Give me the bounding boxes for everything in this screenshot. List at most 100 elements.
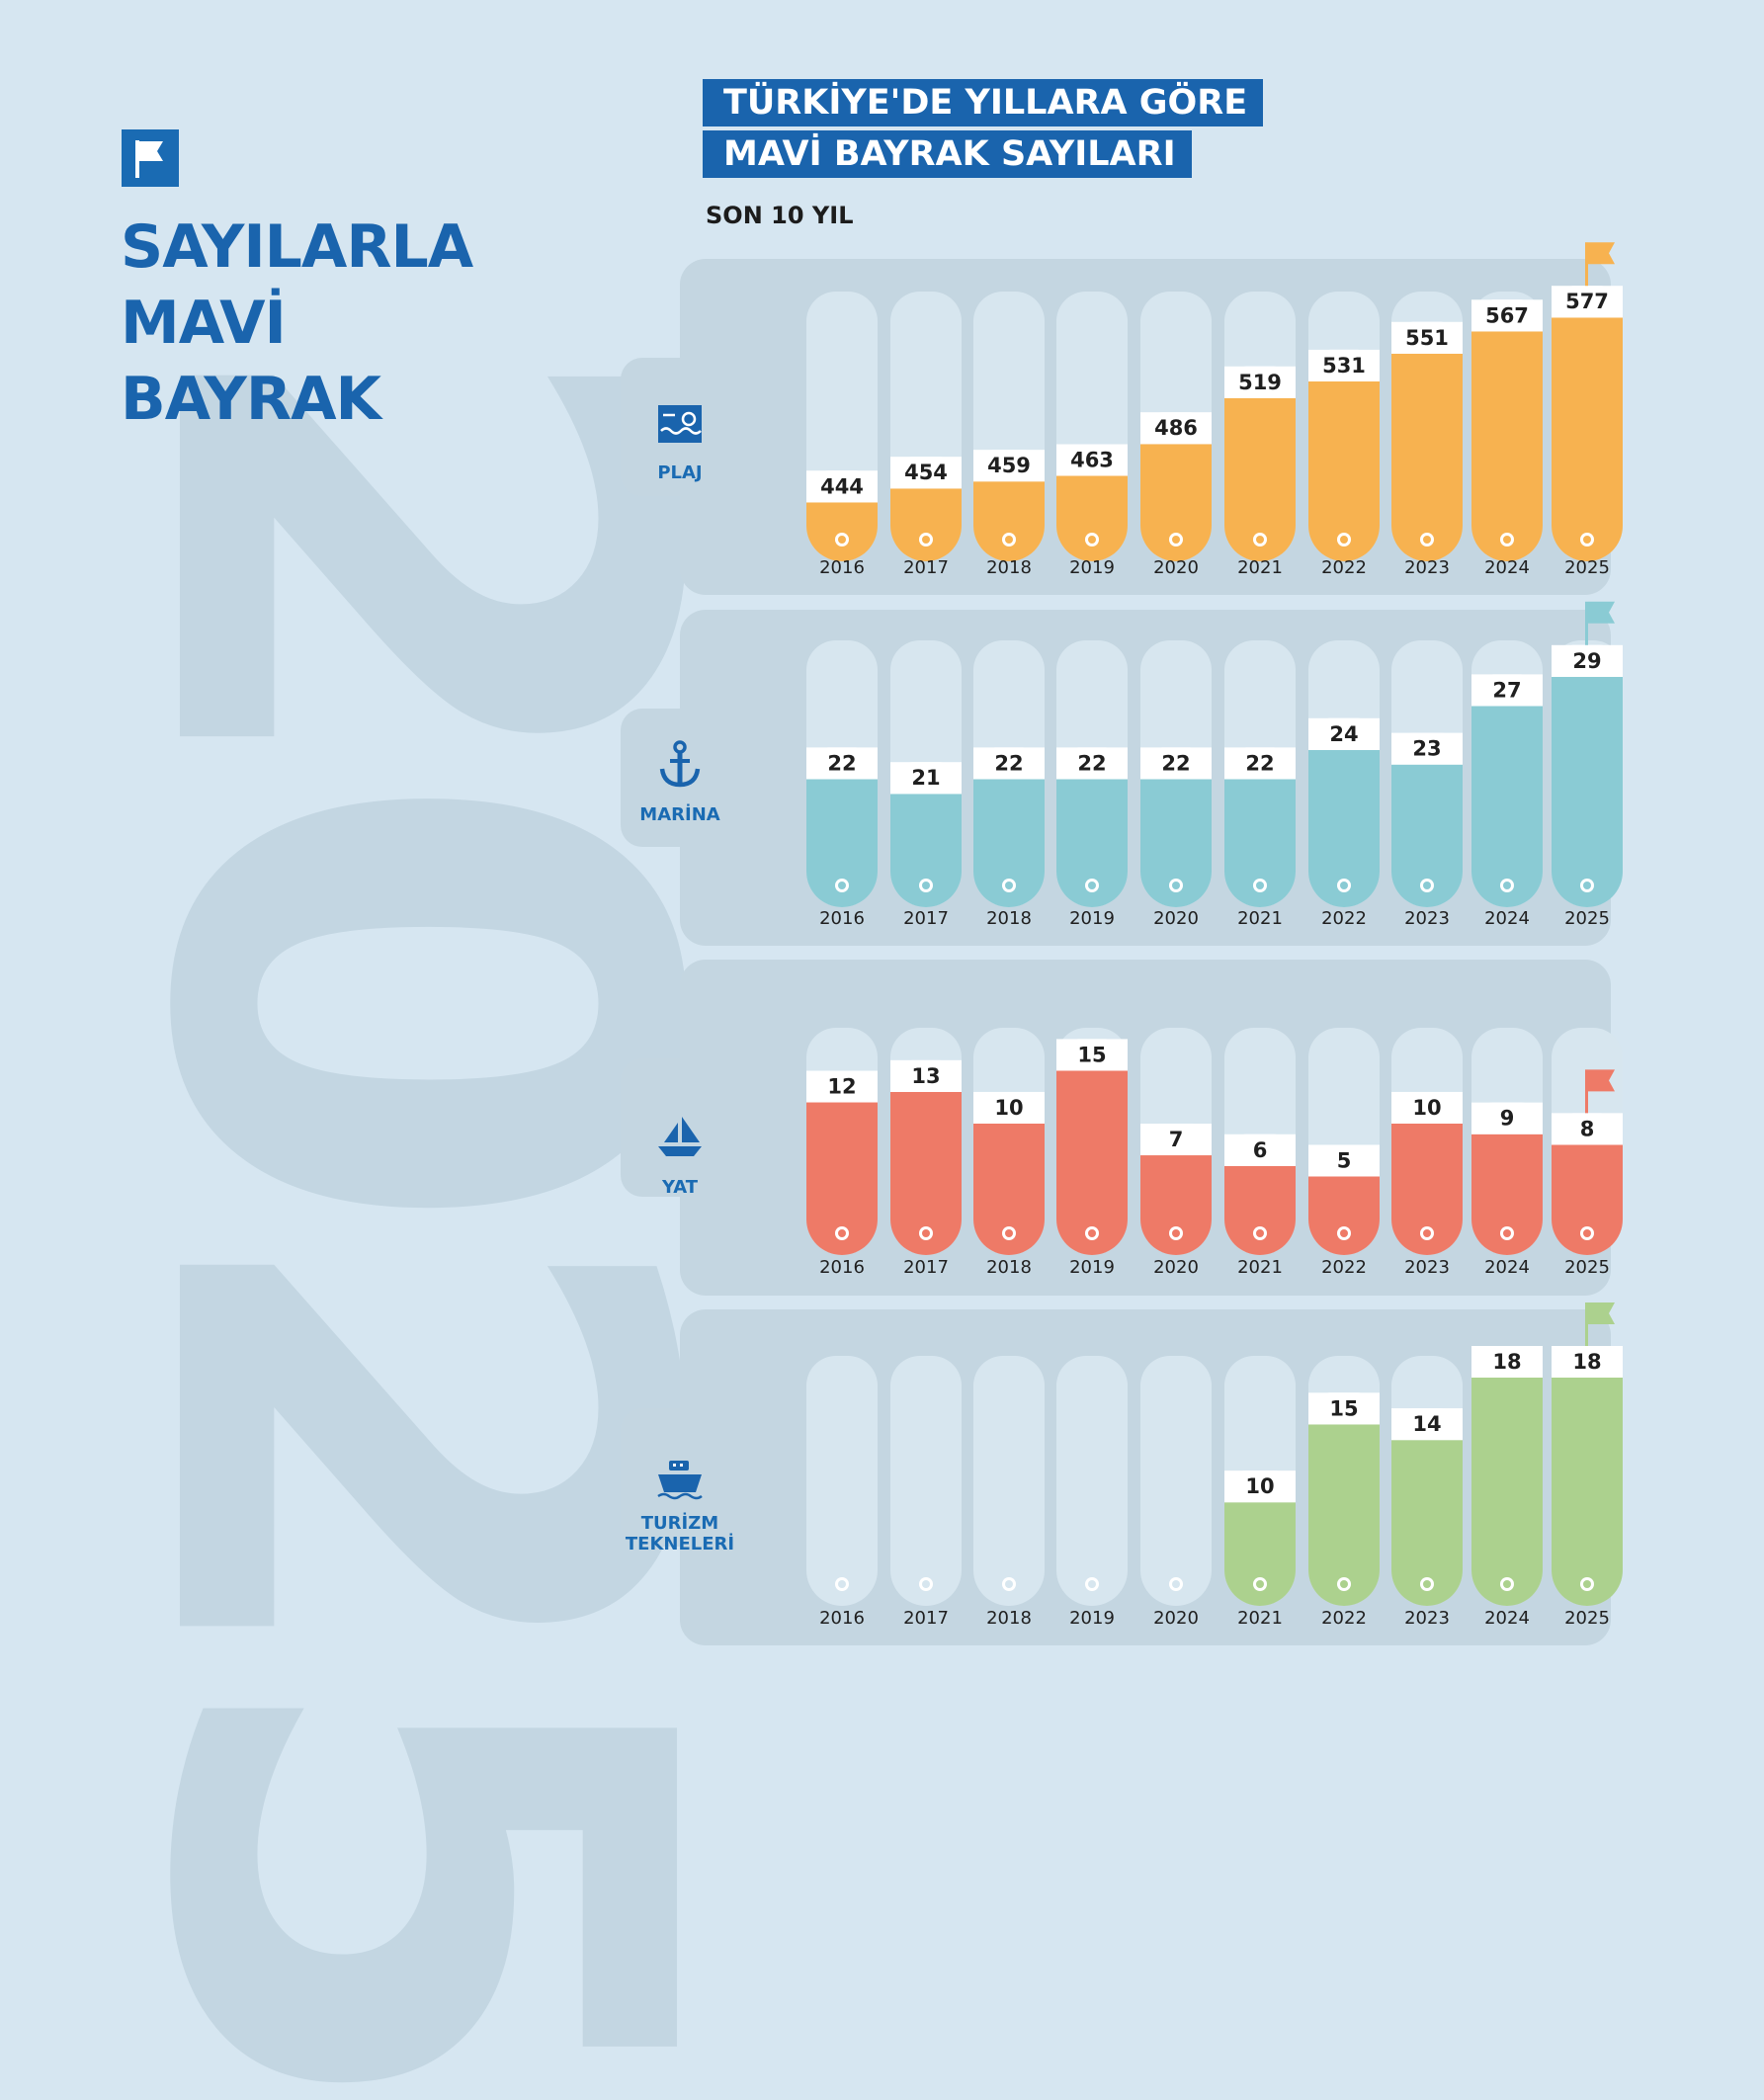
year-tick-label: 2024 xyxy=(1484,1257,1530,1278)
bar-dot xyxy=(1088,1229,1096,1237)
bar-group: 27 2024 xyxy=(1471,640,1543,929)
anchor-icon xyxy=(659,740,701,788)
bar-label-bg xyxy=(1471,674,1543,707)
flag-marker-icon xyxy=(1585,1302,1615,1346)
bar-label-bg xyxy=(973,450,1045,482)
bar-track xyxy=(1056,1356,1128,1606)
bar-label-bg xyxy=(1391,1091,1463,1124)
bar-label-bg xyxy=(1552,1113,1623,1145)
bar-group: 444 2016 xyxy=(806,292,878,578)
chart-panel-plaj: PLAJ 444 2016 454 2017 459 2018 463 2019 486 2020 5… xyxy=(621,242,1623,595)
bar-dot xyxy=(922,1580,930,1588)
bar-label-bg xyxy=(1224,1134,1296,1166)
bar xyxy=(806,1102,878,1255)
bar-group: 10 2018 xyxy=(973,1028,1045,1278)
bar xyxy=(1471,331,1543,561)
bar xyxy=(1552,317,1623,561)
bar xyxy=(1552,1144,1623,1255)
bar-group: 5 2022 xyxy=(1308,1028,1380,1278)
bar-value-label: 24 xyxy=(1329,722,1358,746)
bar-dot xyxy=(1256,1229,1264,1237)
bar-label-bg xyxy=(1056,444,1128,476)
bar-label-bg xyxy=(1308,717,1380,750)
bar-dot xyxy=(1172,1580,1180,1588)
bar xyxy=(890,794,962,907)
year-tick-label: 2016 xyxy=(819,557,865,578)
bar-dot xyxy=(922,536,930,544)
bar-value-label: 486 xyxy=(1154,416,1198,440)
bar-group: 14 2023 xyxy=(1391,1356,1463,1629)
bar-label-bg xyxy=(1224,1470,1296,1503)
bar-value-label: 22 xyxy=(1161,751,1190,775)
main-title-line2: MAVİ xyxy=(121,289,287,358)
bar-group: 486 2020 xyxy=(1140,292,1212,578)
year-tick-label: 2024 xyxy=(1484,557,1530,578)
year-tick-label: 2017 xyxy=(903,557,949,578)
bar xyxy=(1391,1123,1463,1255)
year-tick-label: 2025 xyxy=(1564,1608,1610,1629)
bar-value-label: 27 xyxy=(1492,678,1521,702)
year-tick-label: 2022 xyxy=(1321,908,1367,929)
bar-dot xyxy=(1172,882,1180,889)
bar-value-label: 10 xyxy=(1412,1096,1441,1120)
year-tick-label: 2019 xyxy=(1069,1257,1115,1278)
bar-group: 29 2025 xyxy=(1552,601,1623,929)
chart-panel-marina: MARİNA 22 2016 21 2017 22 2018 22 2019 22 2020 22 20… xyxy=(621,601,1623,946)
bar xyxy=(1391,764,1463,907)
bar-group: 459 2018 xyxy=(973,292,1045,578)
bar-label-bg xyxy=(1552,286,1623,318)
bar-group: 10 2021 xyxy=(1224,1356,1296,1629)
bar-label-bg xyxy=(1308,1392,1380,1425)
year-tick-label: 2024 xyxy=(1484,908,1530,929)
year-tick-label: 2023 xyxy=(1404,1608,1450,1629)
bar-value-label: 22 xyxy=(994,751,1023,775)
bar-label-bg xyxy=(1224,747,1296,780)
bar-group: 22 2021 xyxy=(1224,640,1296,929)
bar-label-bg xyxy=(1056,1039,1128,1071)
year-tick-label: 2021 xyxy=(1237,1608,1283,1629)
bar xyxy=(1308,749,1380,907)
category-label: TURİZM xyxy=(641,1512,718,1534)
year-tick-label: 2017 xyxy=(903,1608,949,1629)
bar-value-label: 12 xyxy=(827,1075,856,1099)
year-tick-label: 2019 xyxy=(1069,908,1115,929)
bar-dot xyxy=(1423,536,1431,544)
bar xyxy=(973,779,1045,907)
bar-group: 8 2025 xyxy=(1552,1028,1623,1278)
year-tick-label: 2016 xyxy=(819,1257,865,1278)
bar-label-bg xyxy=(1471,1346,1543,1378)
flag-marker-icon xyxy=(1585,242,1615,287)
bar-label-bg xyxy=(890,1059,962,1092)
bar xyxy=(890,1091,962,1255)
year-tick-label: 2019 xyxy=(1069,1608,1115,1629)
year-tick-label: 2022 xyxy=(1321,1257,1367,1278)
bar-label-bg xyxy=(806,1070,878,1103)
bar-group: 577 2025 xyxy=(1552,242,1623,578)
bar-group: 13 2017 xyxy=(890,1028,962,1278)
bar-value-label: 22 xyxy=(1245,751,1274,775)
bar-group: 22 2020 xyxy=(1140,640,1212,929)
bar-dot xyxy=(922,882,930,889)
bar-label-bg xyxy=(1471,1102,1543,1134)
bar xyxy=(1471,1378,1543,1606)
bar-group: 10 2023 xyxy=(1391,1028,1463,1278)
bar-group: 519 2021 xyxy=(1224,292,1296,578)
bar-dot xyxy=(1088,882,1096,889)
bar-label-bg xyxy=(1140,1124,1212,1156)
bar-group: 531 2022 xyxy=(1308,292,1380,578)
bar-label-bg xyxy=(1471,299,1543,332)
panel-tab xyxy=(621,709,749,847)
year-tick-label: 2022 xyxy=(1321,557,1367,578)
bar-value-label: 463 xyxy=(1070,449,1114,472)
bar-value-label: 577 xyxy=(1565,290,1609,313)
bar-group: 2020 xyxy=(1140,1356,1212,1629)
bar-dot xyxy=(1340,536,1348,544)
bar-label-bg xyxy=(1308,349,1380,381)
bar-label-bg xyxy=(973,747,1045,780)
bar-track xyxy=(973,1356,1045,1606)
bar-label-bg xyxy=(1140,412,1212,445)
bar-label-bg xyxy=(890,457,962,489)
bar-group: 567 2024 xyxy=(1471,292,1543,578)
bar-dot xyxy=(838,1580,846,1588)
bar-value-label: 15 xyxy=(1077,1043,1106,1066)
